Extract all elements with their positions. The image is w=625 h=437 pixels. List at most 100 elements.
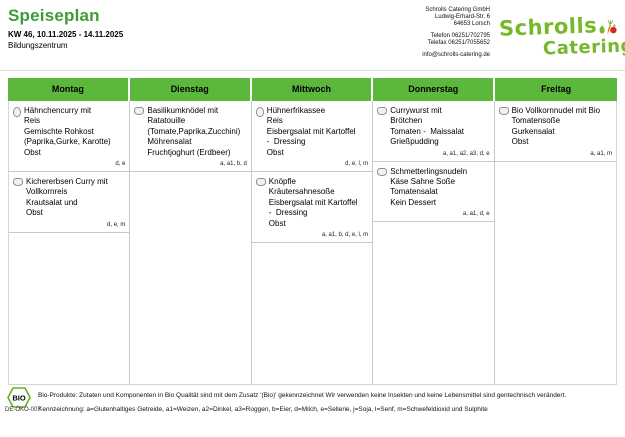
meal-text: Hähnchencurry mit Reis Gemischte Rohkost (P… <box>24 106 111 158</box>
bio-seal-icon: BIO <box>7 387 31 408</box>
week-range: KW 46, 10.11.2025 - 14.11.2025 <box>8 30 124 39</box>
meal-text-line: Basilikumknödel mit <box>147 106 219 115</box>
meal-text-line: Käse Sahne Soße <box>390 177 456 187</box>
day-header-donnerstag: Donnerstag <box>373 78 496 101</box>
allergen-codes: d, e, l, m <box>345 161 369 168</box>
allergen-codes: a, a1, d, e <box>462 211 490 218</box>
dish-icon <box>255 178 266 187</box>
meal-entry: Kichererbsen Curry mit Vollkornreis Krauts… <box>9 172 130 233</box>
meal-text-line: Brötchen <box>390 116 423 126</box>
meal-text-line: Obst <box>268 218 286 228</box>
meal-entry: Knöpfle Kräutersahnesoße Eisbergsalat mit … <box>251 172 373 244</box>
company-address-block: Schrolls Catering GmbH Ludwig-Erhard-Str… <box>422 7 490 59</box>
meal-text: Knöpfle Kräutersahnesoße Eisbergsalat mit … <box>269 177 358 229</box>
meal-row: Basilikumknödel mit Ratatouille (Tomate,Pa… <box>133 106 247 158</box>
dish-icon <box>377 107 388 115</box>
meal-text-line: Tomatensalat <box>390 187 438 197</box>
logo-wordmark-schrolls: Schrolls <box>498 13 598 41</box>
company-phone: Telefon 06251/702795 <box>430 33 490 39</box>
meal-text: Bio Vollkornnudel mit Bio Tomatensoße Gurk… <box>512 106 601 148</box>
day-column-montag: Hähnchencurry mit Reis Gemischte Rohkost (P… <box>9 101 131 384</box>
meal-text-line: Eisbergsalat mit Kartoffel <box>268 197 358 207</box>
meal-text-line: Obst <box>26 208 43 218</box>
meal-text: Currywurst mit Brötchen Tomaten - Maissala… <box>390 106 464 148</box>
page-footer: BIO DE-ÖKO-007 Bio-Produkte: Zutaten und… <box>5 386 617 432</box>
meal-text-line: Kichererbsen Curry mit <box>26 177 108 187</box>
bio-seal-text: BIO <box>12 394 26 403</box>
menu-table-body: Hähnchencurry mit Reis Gemischte Rohkost (P… <box>8 101 617 385</box>
meal-text-line: Gemischte Rohkost <box>24 126 94 136</box>
meal-row: Schmetterlingsnudeln Käse Sahne Soße Tomat… <box>376 167 490 209</box>
meal-text: Kichererbsen Curry mit Vollkornreis Krauts… <box>26 177 108 219</box>
meal-text-line: Vollkornreis <box>26 187 68 197</box>
meal-text: Schmetterlingsnudeln Käse Sahne Soße Tomat… <box>390 167 467 209</box>
meal-row: Bio Vollkornnudel mit Bio Tomatensoße Gurk… <box>498 106 613 148</box>
meal-text-line: Currywurst mit <box>390 106 442 115</box>
dish-icon <box>498 107 509 115</box>
meal-text-line: Reis <box>266 116 283 126</box>
meal-text-line: Fruchtjoghurt (Erdbeer) <box>147 147 231 157</box>
meal-row: Kichererbsen Curry mit Vollkornreis Krauts… <box>12 177 126 219</box>
meal-text-line: Möhrensalat <box>147 137 192 147</box>
meal-text-line: Kein Dessert <box>390 197 436 207</box>
day-header-montag: Montag <box>8 78 130 101</box>
allergen-codes: d, e, m <box>107 221 126 228</box>
meal-text: Basilikumknödel mit Ratatouille (Tomate,Pa… <box>147 106 240 158</box>
company-fax: Telefax 06251/7055652 <box>427 40 490 46</box>
meal-entry: Hühnerfrikassee Reis Eisbergsalat mit Kart… <box>251 101 373 173</box>
day-column-dienstag: Basilikumknödel mit Ratatouille (Tomate,Pa… <box>130 101 252 384</box>
meal-text-line: Ratatouille <box>147 116 186 126</box>
meal-text-line: Grießpudding <box>390 137 439 147</box>
company-street: Ludwig-Erhard-Str. 6 <box>434 14 490 20</box>
day-header-dienstag: Dienstag <box>129 78 252 101</box>
menu-table: Montag Dienstag Mittwoch Donnerstag Freitag … <box>8 78 617 385</box>
dish-icon <box>13 178 23 187</box>
meal-entry: Currywurst mit Brötchen Tomaten - Maissala… <box>373 101 494 162</box>
allergen-codes: d, e <box>115 161 126 168</box>
day-header-mittwoch: Mittwoch <box>251 78 374 101</box>
meal-row: Hühnerfrikassee Reis Eisbergsalat mit Kart… <box>255 106 369 158</box>
meal-text-line: Krautsalat und <box>26 197 78 207</box>
poultry-icon <box>255 107 264 117</box>
meal-text-line: Obst <box>24 147 41 157</box>
meal-text-line: (Tomate,Paprika,Zucchini) <box>147 126 241 136</box>
meal-entry: Bio Vollkornnudel mit Bio Tomatensoße Gurk… <box>494 101 616 162</box>
allergen-codes: a, a1, b, d <box>220 161 247 168</box>
company-email: info@schrolls-catering.de <box>422 52 490 58</box>
meal-text-line: Hühnerfrikassee <box>266 106 326 115</box>
day-column-freitag: Bio Vollkornnudel mit Bio Tomatensoße Gurk… <box>494 101 616 384</box>
allergen-codes: a, a1, b, d, e, l, m <box>321 232 369 239</box>
poultry-icon <box>13 107 21 117</box>
meal-text-line: Hähnchencurry mit <box>24 106 92 115</box>
meal-text-line: Bio Vollkornnudel mit Bio <box>511 106 601 115</box>
meal-text-line: Gurkensalat <box>511 126 555 136</box>
bio-products-note: Bio-Produkte: Zutaten und Komponenten in… <box>38 392 567 399</box>
company-logo: Schrolls Catering <box>498 6 625 66</box>
menu-table-header: Montag Dienstag Mittwoch Donnerstag Freitag <box>8 78 617 101</box>
meal-entry: Hähnchencurry mit Reis Gemischte Rohkost (P… <box>9 101 130 173</box>
page-header: Speiseplan KW 46, 10.11.2025 - 14.11.202… <box>8 6 625 68</box>
meal-text-line: - Dressing <box>268 208 308 218</box>
meal-text-line: Tomatensoße <box>511 116 561 126</box>
header-divider <box>0 70 625 71</box>
day-column-donnerstag: Currywurst mit Brötchen Tomaten - Maissala… <box>373 101 495 384</box>
company-city: 64653 Lorsch <box>453 21 490 27</box>
meal-entry: Schmetterlingsnudeln Käse Sahne Soße Tomat… <box>373 162 494 223</box>
meal-text-line: Knöpfle <box>268 177 296 187</box>
bio-certification-code: DE-ÖKO-007 <box>5 407 41 413</box>
vegetables-icon <box>599 19 617 34</box>
meal-text: Hühnerfrikassee Reis Eisbergsalat mit Kart… <box>267 106 356 158</box>
page-title: Speiseplan <box>8 6 100 25</box>
meal-row: Currywurst mit Brötchen Tomaten - Maissala… <box>376 106 490 148</box>
meal-text-line: Obst <box>266 147 284 157</box>
allergen-codes: a, a1, a2, a3, d, e <box>442 150 490 157</box>
logo-wordmark-catering: Catering <box>542 35 625 60</box>
day-header-freitag: Freitag <box>495 78 617 101</box>
meal-text-line: Eisbergsalat mit Kartoffel <box>266 126 356 136</box>
meal-row: Knöpfle Kräutersahnesoße Eisbergsalat mit … <box>255 177 369 229</box>
dish-icon <box>134 107 145 115</box>
meal-entry: Basilikumknödel mit Ratatouille (Tomate,Pa… <box>130 101 251 173</box>
meal-text-line: (Paprika,Gurke, Karotte) <box>24 137 111 147</box>
meal-text-line: Kräutersahnesoße <box>268 187 335 197</box>
